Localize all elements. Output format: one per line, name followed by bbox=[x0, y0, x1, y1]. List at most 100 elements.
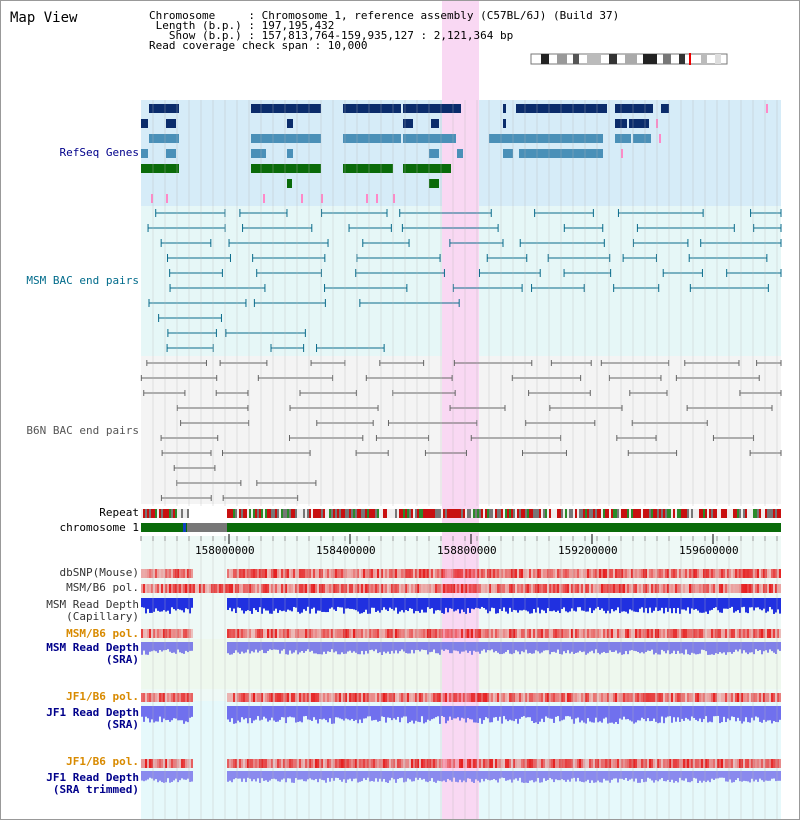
repeat-mark bbox=[299, 509, 301, 518]
msm-b6-pol-2-cell bbox=[687, 629, 689, 638]
msm-depth-capillary-bar bbox=[561, 598, 563, 609]
msm-b6-pol-2-cell bbox=[233, 629, 235, 638]
repeat-mark bbox=[573, 509, 575, 518]
msm-depth-capillary-bar bbox=[241, 598, 243, 611]
dbsnp-cell bbox=[355, 569, 357, 578]
jf1-b6-pol-cell bbox=[269, 693, 271, 702]
msm-b6-pol-cell bbox=[165, 584, 167, 593]
jf1-depth-sra-bar bbox=[649, 706, 651, 722]
jf1-depth-trimmed-bar bbox=[281, 771, 283, 780]
msm-b6-pol-2-cell bbox=[269, 629, 271, 638]
msm-depth-sra-bar bbox=[753, 642, 755, 655]
jf1-b6-pol-2-cell bbox=[409, 759, 411, 768]
msm-depth-capillary-bar bbox=[187, 598, 189, 610]
gene-pink-8 bbox=[321, 194, 323, 203]
msm-b6-pol-cell bbox=[367, 584, 369, 593]
msm-b6-pol-2-cell bbox=[187, 629, 189, 638]
jf1-b6-pol-2-cell bbox=[403, 759, 405, 768]
msm-depth-sra-bar bbox=[549, 642, 551, 655]
msm-b6-pol-cell bbox=[213, 584, 215, 593]
jf1-b6-pol-2-cell bbox=[499, 759, 501, 768]
gene-pink-2 bbox=[659, 134, 661, 143]
msm-depth-capillary-bar bbox=[655, 598, 657, 608]
msm-b6-pol-cell bbox=[715, 584, 717, 593]
repeat-mark bbox=[729, 509, 731, 518]
jf1-depth-trimmed-bar bbox=[279, 771, 281, 782]
dbsnp-cell bbox=[513, 569, 515, 578]
jf1-b6-pol-cell bbox=[587, 693, 589, 702]
msm-b6-pol-cell bbox=[541, 584, 543, 593]
repeat-mark bbox=[739, 509, 741, 518]
msm-bac-label[interactable]: MSM BAC end pairs bbox=[26, 274, 139, 287]
msm-b6-pol-cell bbox=[723, 584, 725, 593]
msm-b6-pol-cell bbox=[709, 584, 711, 593]
jf1-depth-trimmed-bar bbox=[265, 771, 267, 781]
msm-b6-pol-2-cell bbox=[659, 629, 661, 638]
jf1-b6-pol-cell bbox=[517, 693, 519, 702]
msm-b6-pol-cell bbox=[161, 584, 163, 593]
jf1-b6-pol-cell bbox=[335, 693, 337, 702]
msm-depth-sra-bar bbox=[459, 642, 461, 654]
msm-b6-pol-2-cell bbox=[147, 629, 149, 638]
msm-b6-pol-2-cell bbox=[307, 629, 309, 638]
repeat-mark bbox=[723, 509, 725, 518]
msm-depth-capillary-bar bbox=[723, 598, 725, 609]
jf1-b6-pol-2-cell bbox=[565, 759, 567, 768]
msm-depth-capillary-bar bbox=[643, 598, 645, 613]
jf1-b6-pol-cell bbox=[659, 693, 661, 702]
jf1-depth-trimmed-bar bbox=[677, 771, 679, 783]
jf1-depth-sra-bar bbox=[707, 706, 709, 723]
msm-depth-sra-bar bbox=[373, 642, 375, 652]
jf1-read-depth-trimmed-line2: (SRA trimmed) bbox=[52, 783, 139, 796]
jf1-b6-pol-2-cell bbox=[507, 759, 509, 768]
msm-depth-sra-bar bbox=[427, 642, 429, 655]
gene-1-7 bbox=[629, 119, 649, 128]
repeat-mark bbox=[261, 509, 263, 518]
repeat-mark bbox=[721, 509, 723, 518]
jf1-b6-pol-cell bbox=[515, 693, 517, 702]
msm-depth-sra-bar bbox=[577, 642, 579, 653]
msm-depth-sra-bar bbox=[761, 642, 763, 655]
msm-depth-capillary-bar bbox=[677, 598, 679, 608]
msm-depth-capillary-bar bbox=[397, 598, 399, 614]
jf1-b6-pol-2-cell bbox=[501, 759, 503, 768]
jf1-b6-pol-2-cell bbox=[575, 759, 577, 768]
repeat-mark bbox=[779, 509, 781, 518]
chromosome-ideogram[interactable] bbox=[529, 53, 729, 65]
jf1-depth-sra-bar bbox=[711, 706, 713, 723]
dbsnp-cell bbox=[295, 569, 297, 578]
jf1-depth-sra-bar bbox=[665, 706, 667, 718]
b6n-bac-label[interactable]: B6N BAC end pairs bbox=[26, 424, 139, 437]
jf1-b6-pol-cell bbox=[607, 693, 609, 702]
jf1-b6-pol-cell bbox=[631, 693, 633, 702]
repeat-mark bbox=[593, 509, 595, 518]
jf1-b6-pol-2-cell bbox=[337, 759, 339, 768]
jf1-depth-trimmed-bar bbox=[617, 771, 619, 783]
jf1-b6-pol-2-cell bbox=[645, 759, 647, 768]
msm-b6-pol-2-cell bbox=[537, 629, 539, 638]
jf1-depth-sra-bar bbox=[343, 706, 345, 721]
jf1-b6-pol-2-cell bbox=[473, 759, 475, 768]
dbsnp-cell bbox=[335, 569, 337, 578]
msm-b6-pol-cell bbox=[633, 584, 635, 593]
dbsnp-cell bbox=[465, 569, 467, 578]
dbsnp-cell bbox=[429, 569, 431, 578]
jf1-depth-sra-bar bbox=[325, 706, 327, 721]
msm-depth-capillary-bar bbox=[611, 598, 613, 610]
jf1-b6-pol-cell bbox=[557, 693, 559, 702]
msm-b6-pol-2-cell bbox=[519, 629, 521, 638]
msm-depth-capillary-bar bbox=[619, 598, 621, 614]
msm-b6-pol-cell bbox=[653, 584, 655, 593]
refseq-genes-label[interactable]: RefSeq Genes bbox=[1, 147, 139, 159]
msm-depth-capillary-bar bbox=[513, 598, 515, 610]
jf1-depth-sra-bar bbox=[479, 706, 481, 719]
jf1-b6-pol-2-cell bbox=[179, 759, 181, 768]
jf1-depth-sra-bar bbox=[389, 706, 391, 718]
jf1-depth-trimmed-bar bbox=[431, 771, 433, 779]
jf1-b6-pol-2-cell bbox=[703, 759, 705, 768]
repeat-mark bbox=[497, 509, 499, 518]
jf1-depth-sra-bar bbox=[227, 706, 229, 720]
msm-b6-pol-cell bbox=[159, 584, 161, 593]
msm-b6-pol-2-cell bbox=[439, 629, 441, 638]
